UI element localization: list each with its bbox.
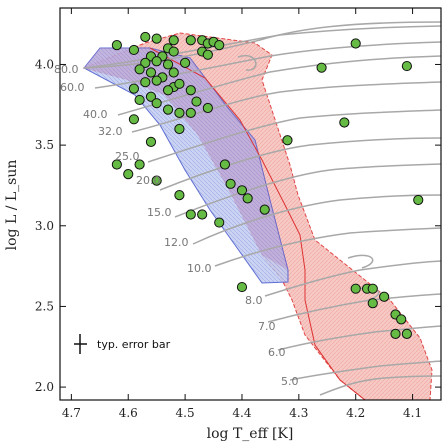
mass-label: 60.0 <box>60 81 85 94</box>
data-point <box>197 209 208 220</box>
data-point <box>401 60 412 72</box>
data-point <box>401 328 412 339</box>
data-point <box>367 283 378 294</box>
data-point <box>202 102 213 114</box>
mass-labels: 80.0 60.0 40.0 32.0 25.0 20.0 15.0 12.0 … <box>54 63 299 388</box>
data-point <box>111 40 122 51</box>
data-point <box>180 57 191 68</box>
data-points <box>111 31 424 339</box>
data-point <box>390 328 401 339</box>
data-point <box>134 64 145 75</box>
x-tick-label: 4.6 <box>119 406 138 420</box>
data-point <box>185 209 196 220</box>
data-point <box>151 56 162 67</box>
y-tick-label: 2.0 <box>35 380 54 394</box>
data-point <box>225 178 236 189</box>
data-point <box>145 91 157 102</box>
data-point <box>236 281 248 293</box>
data-point <box>350 283 361 294</box>
data-point <box>413 194 424 206</box>
data-point <box>282 135 293 146</box>
data-point <box>236 185 248 196</box>
x-tick-label: 4.1 <box>403 406 422 420</box>
x-tick-label: 4.4 <box>232 406 251 420</box>
data-point <box>145 136 157 147</box>
data-point <box>151 33 162 44</box>
x-tick-label: 4.5 <box>176 406 195 420</box>
data-point <box>379 291 390 302</box>
y-tick-label: 4.0 <box>35 57 54 71</box>
mass-label: 10.0 <box>187 262 212 275</box>
mass-label: 25.0 <box>115 150 140 163</box>
x-axis-title: log T_eff [K] <box>207 426 294 442</box>
mass-label: 20.0 <box>136 174 161 187</box>
mass-label: 40.0 <box>83 108 108 121</box>
data-point <box>316 62 327 73</box>
y-tick-label: 2.5 <box>35 299 54 313</box>
mass-label: 12.0 <box>164 236 189 249</box>
mass-label: 15.0 <box>147 206 172 219</box>
mass-label: 6.0 <box>268 346 286 359</box>
data-point <box>140 31 151 43</box>
error-bar-legend: typ. error bar <box>74 334 171 354</box>
data-point <box>185 35 196 46</box>
data-point <box>128 114 140 125</box>
y-axis-title: log L / L_sun <box>4 160 20 251</box>
data-point <box>134 159 145 170</box>
error-bar-label: typ. error bar <box>97 338 171 351</box>
data-point <box>367 298 378 309</box>
data-point <box>242 193 253 204</box>
mass-label: 8.0 <box>245 294 263 307</box>
data-point <box>140 77 151 88</box>
data-point <box>123 169 134 180</box>
x-tick-label: 4.7 <box>62 406 81 420</box>
mass-label: 5.0 <box>281 375 299 388</box>
data-point <box>396 314 407 325</box>
y-tick-label: 3.0 <box>35 219 54 233</box>
data-point <box>174 107 185 118</box>
data-point <box>151 75 162 86</box>
data-point <box>145 67 157 78</box>
axis-ticks: 4.7 4.6 4.5 4.4 4.3 4.2 4.1 2.0 2.5 3.0 3.5 4.0 <box>35 8 441 420</box>
y-tick-label: 3.5 <box>35 138 54 152</box>
data-point <box>162 85 174 96</box>
data-point <box>174 123 185 135</box>
data-point <box>162 59 174 70</box>
data-point <box>140 57 151 68</box>
data-point <box>214 217 225 228</box>
data-point <box>111 159 122 170</box>
data-point <box>168 67 179 78</box>
data-point <box>339 117 350 128</box>
data-point <box>174 190 185 201</box>
data-point <box>219 159 231 170</box>
mass-label: 7.0 <box>258 320 276 333</box>
x-tick-label: 4.2 <box>346 406 365 420</box>
data-point <box>168 46 179 57</box>
red-boundary-line <box>149 47 366 400</box>
mass-label: 32.0 <box>98 125 123 138</box>
data-point <box>185 85 196 96</box>
mass-label: 80.0 <box>54 63 79 76</box>
data-point <box>185 107 196 118</box>
data-point <box>191 96 202 107</box>
data-point <box>162 104 174 115</box>
plot-frame <box>59 7 442 401</box>
x-tick-label: 4.3 <box>289 406 308 420</box>
data-point <box>151 98 162 109</box>
data-point <box>128 83 140 94</box>
data-point <box>168 35 179 46</box>
data-point <box>259 204 270 215</box>
data-point <box>350 38 361 49</box>
data-point <box>214 40 225 51</box>
data-point <box>128 44 140 56</box>
data-point <box>134 94 145 106</box>
data-point <box>151 175 162 186</box>
data-point <box>174 78 185 89</box>
data-point <box>202 49 213 60</box>
